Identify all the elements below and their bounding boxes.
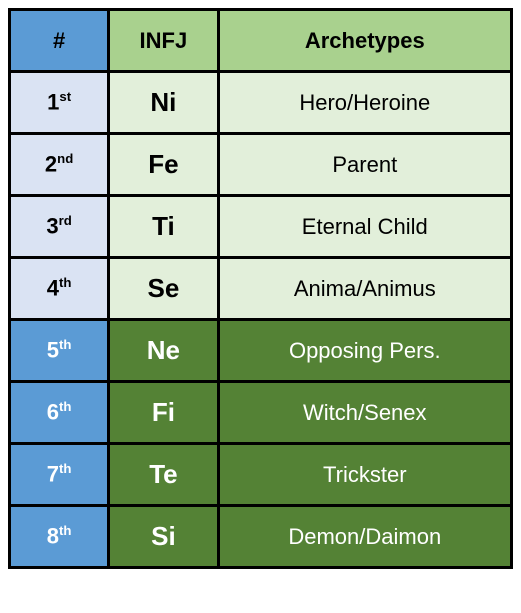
ordinal-number: 7 bbox=[47, 462, 59, 487]
archetype-cell: Demon/Daimon bbox=[218, 506, 511, 568]
ordinal-number: 4 bbox=[47, 276, 59, 301]
ordinal-cell: 3rd bbox=[10, 196, 109, 258]
ordinal-cell: 2nd bbox=[10, 134, 109, 196]
ordinal-suffix: th bbox=[59, 275, 71, 290]
ordinal-suffix: th bbox=[59, 461, 71, 476]
archetype-cell: Trickster bbox=[218, 444, 511, 506]
function-cell: Fi bbox=[109, 382, 218, 444]
function-cell: Fe bbox=[109, 134, 218, 196]
archetype-cell: Opposing Pers. bbox=[218, 320, 511, 382]
ordinal-cell: 6th bbox=[10, 382, 109, 444]
ordinal-number: 6 bbox=[47, 400, 59, 425]
archetype-cell: Hero/Heroine bbox=[218, 72, 511, 134]
table-row: 8thSiDemon/Daimon bbox=[10, 506, 512, 568]
ordinal-cell: 1st bbox=[10, 72, 109, 134]
ordinal-suffix: nd bbox=[57, 151, 73, 166]
ordinal-number: 8 bbox=[47, 524, 59, 549]
ordinal-number: 2 bbox=[45, 152, 57, 177]
archetype-cell: Anima/Animus bbox=[218, 258, 511, 320]
archetype-cell: Parent bbox=[218, 134, 511, 196]
ordinal-cell: 4th bbox=[10, 258, 109, 320]
function-cell: Ni bbox=[109, 72, 218, 134]
ordinal-suffix: rd bbox=[59, 213, 72, 228]
ordinal-number: 5 bbox=[47, 338, 59, 363]
table-row: 4thSeAnima/Animus bbox=[10, 258, 512, 320]
table-row: 1stNiHero/Heroine bbox=[10, 72, 512, 134]
archetype-cell: Witch/Senex bbox=[218, 382, 511, 444]
ordinal-suffix: th bbox=[59, 399, 71, 414]
header-archetypes: Archetypes bbox=[218, 10, 511, 72]
table-row: 6thFiWitch/Senex bbox=[10, 382, 512, 444]
header-type: INFJ bbox=[109, 10, 218, 72]
table-row: 3rdTiEternal Child bbox=[10, 196, 512, 258]
ordinal-number: 3 bbox=[46, 214, 58, 239]
function-cell: Ne bbox=[109, 320, 218, 382]
header-num: # bbox=[10, 10, 109, 72]
table-row: 2ndFeParent bbox=[10, 134, 512, 196]
archetype-cell: Eternal Child bbox=[218, 196, 511, 258]
ordinal-suffix: th bbox=[59, 523, 71, 538]
ordinal-suffix: st bbox=[59, 89, 71, 104]
ordinal-number: 1 bbox=[47, 90, 59, 115]
function-cell: Se bbox=[109, 258, 218, 320]
ordinal-cell: 8th bbox=[10, 506, 109, 568]
ordinal-cell: 7th bbox=[10, 444, 109, 506]
infj-archetypes-table: # INFJ Archetypes 1stNiHero/Heroine2ndFe… bbox=[8, 8, 513, 569]
table-row: 7thTeTrickster bbox=[10, 444, 512, 506]
header-row: # INFJ Archetypes bbox=[10, 10, 512, 72]
ordinal-cell: 5th bbox=[10, 320, 109, 382]
function-cell: Ti bbox=[109, 196, 218, 258]
function-cell: Si bbox=[109, 506, 218, 568]
function-cell: Te bbox=[109, 444, 218, 506]
table-row: 5thNeOpposing Pers. bbox=[10, 320, 512, 382]
ordinal-suffix: th bbox=[59, 337, 71, 352]
